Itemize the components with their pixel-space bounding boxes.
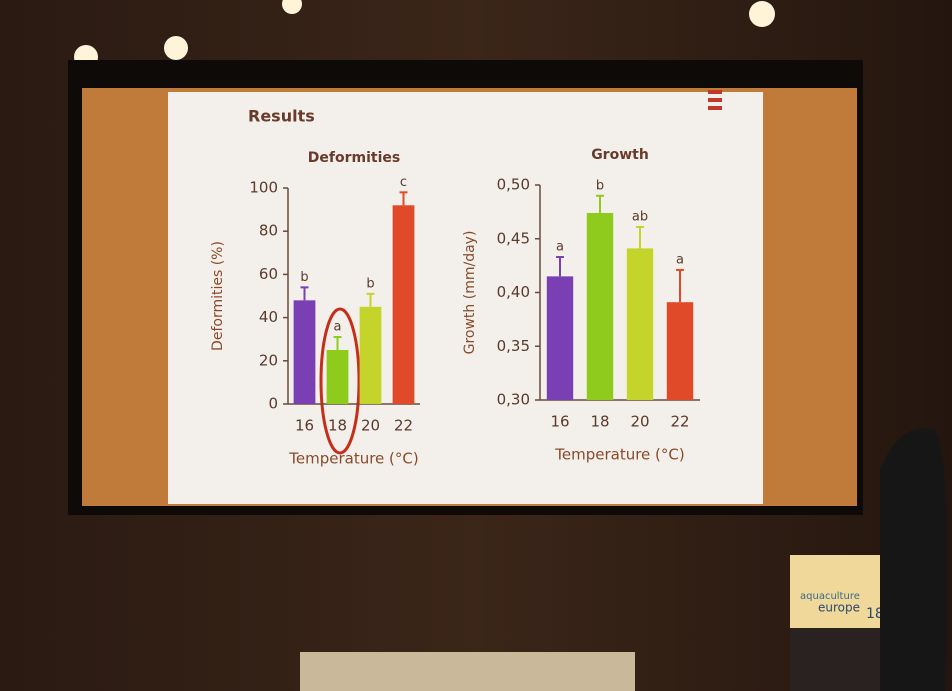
x-tick-label: 16 [550,413,569,431]
x-tick-label: 18 [328,417,347,435]
x-tick-label: 16 [295,417,314,435]
bar [667,302,693,400]
bar [627,248,653,400]
y-tick-label: 20 [259,351,278,369]
y-tick-label: 0,40 [497,283,530,301]
x-axis-label: Temperature (°C) [288,450,418,468]
bar [360,307,382,404]
chart-title: Growth [591,147,649,163]
y-axis-label: Deformities (%) [210,241,226,351]
x-tick-label: 18 [590,413,609,431]
podium-text: europe [818,601,860,615]
significance-label: ab [632,209,648,224]
y-tick-label: 100 [249,179,278,197]
x-tick-label: 20 [361,417,380,435]
significance-label: a [556,240,564,255]
podium: aquaculture europe 18 [790,555,893,691]
chart-title: Deformities [308,150,400,166]
x-tick-label: 22 [394,417,413,435]
significance-label: b [300,270,308,285]
y-axis-label: Growth (mm/day) [462,231,478,355]
speaker [880,428,947,691]
x-tick-label: 20 [630,413,649,431]
y-tick-label: 80 [259,222,278,240]
significance-label: a [676,252,684,267]
y-tick-label: 0 [268,395,278,413]
y-tick-label: 0,35 [497,337,530,355]
bar [393,205,415,404]
logo [708,90,722,110]
y-tick-label: 60 [259,265,278,283]
significance-label: c [400,175,407,190]
bar [547,276,573,400]
y-tick-label: 0,45 [497,229,530,247]
slide-title: Results [248,107,315,126]
significance-label: b [366,276,374,291]
significance-label: b [596,178,604,193]
bar [294,300,316,404]
bar [327,350,349,404]
y-tick-label: 40 [259,308,278,326]
significance-label: a [334,320,342,335]
bar [587,213,613,400]
stage-photo: Results aquaculture europe 18 Deformitie… [0,0,952,691]
x-tick-label: 22 [670,413,689,431]
y-tick-label: 0,50 [497,176,530,194]
x-axis-label: Temperature (°C) [554,446,684,464]
table [300,652,635,691]
y-tick-label: 0,30 [497,391,530,409]
